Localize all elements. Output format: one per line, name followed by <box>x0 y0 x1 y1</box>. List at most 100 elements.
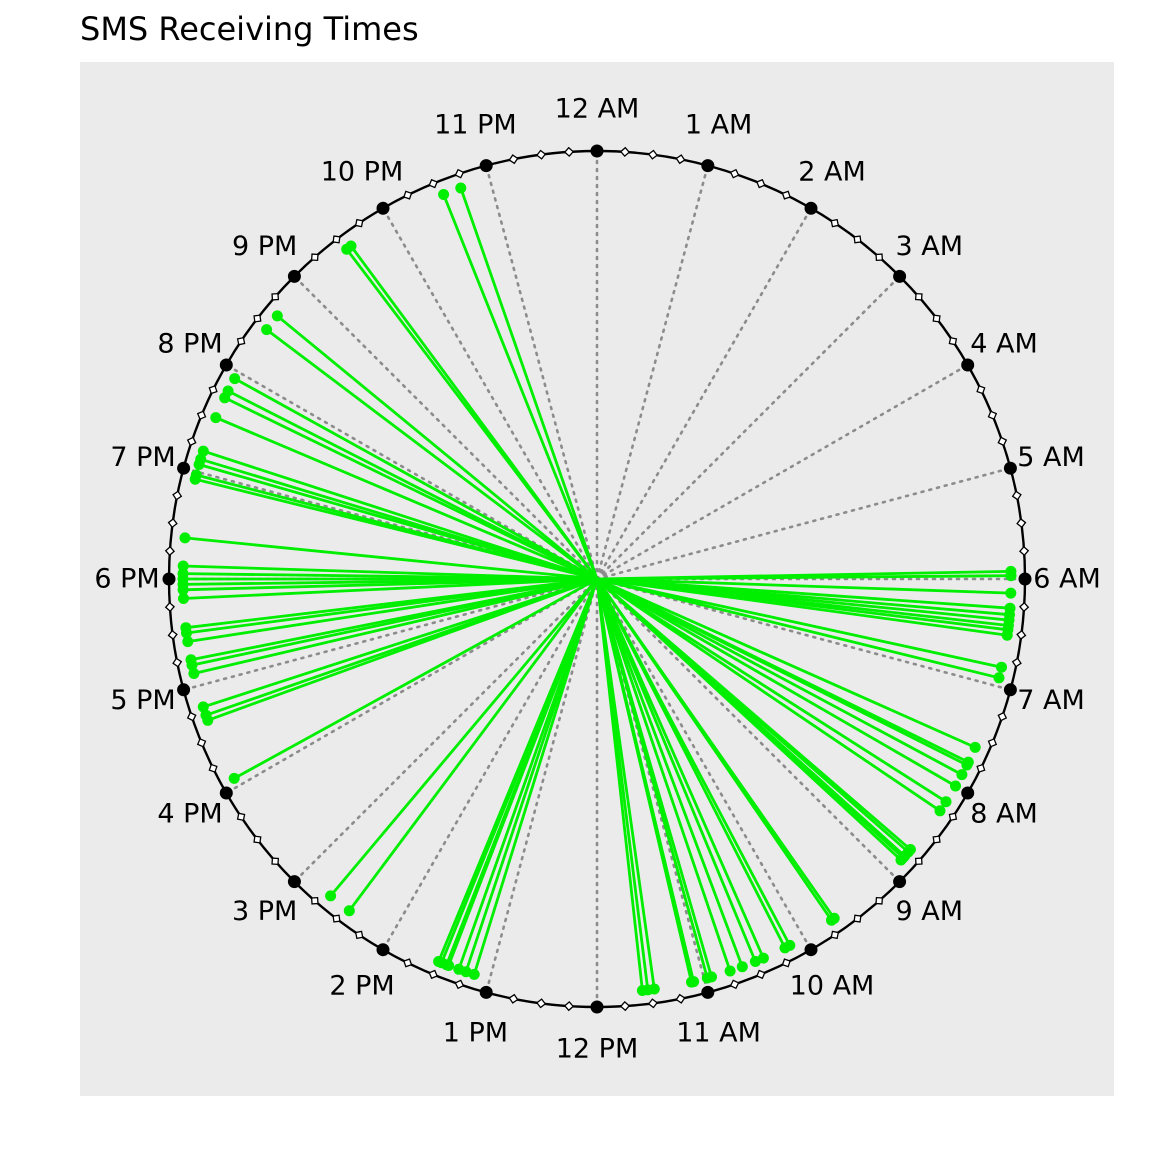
hour-label: 6 AM <box>1033 564 1101 595</box>
message-point <box>701 972 713 984</box>
minor-tick-marker <box>208 385 218 395</box>
hour-tick-marker <box>177 461 191 475</box>
minor-tick-marker <box>948 336 958 346</box>
hour-tick-marker <box>1003 461 1017 475</box>
minor-tick-marker <box>997 711 1008 722</box>
hour-tick-marker <box>893 269 907 283</box>
hour-label: 9 PM <box>232 231 297 262</box>
message-point <box>261 324 273 336</box>
hour-label: 1 PM <box>443 1018 508 1049</box>
minor-tick-marker <box>729 979 740 990</box>
message-line <box>215 416 598 581</box>
message-point <box>969 741 981 753</box>
hour-guide-line <box>595 275 901 581</box>
hour-guide-line <box>595 577 813 952</box>
minor-tick-marker <box>987 410 998 420</box>
minor-tick-marker <box>508 993 519 1004</box>
hour-label: 9 AM <box>896 896 964 927</box>
message-series <box>177 182 1017 996</box>
minor-tick-marker <box>196 410 207 420</box>
message-line <box>595 578 744 968</box>
minor-tick-marker <box>208 763 218 773</box>
message-line <box>596 577 957 788</box>
message-line <box>596 577 941 812</box>
hour-guide-line <box>595 207 813 581</box>
minor-tick-marker <box>1011 490 1022 501</box>
hour-guide-line <box>595 466 1012 581</box>
hour-tick-marker <box>376 201 390 215</box>
message-point <box>325 890 337 902</box>
hour-label: 5 AM <box>1017 442 1085 473</box>
message-line <box>190 577 598 662</box>
message-line <box>227 389 598 581</box>
hour-tick-marker <box>961 786 975 800</box>
hour-label: 10 AM <box>790 971 875 1002</box>
message-point <box>895 854 907 866</box>
hour-guide-line <box>595 164 710 581</box>
message-point <box>779 942 791 954</box>
minor-tick-marker <box>1016 629 1027 640</box>
minor-tick-marker <box>875 253 884 262</box>
message-line <box>472 578 599 975</box>
message-line <box>193 577 598 675</box>
hour-guide-line <box>293 577 599 883</box>
message-point <box>636 985 648 996</box>
minor-tick-marker <box>236 812 246 822</box>
minor-tick-marker <box>853 235 862 244</box>
message-point <box>271 310 283 322</box>
hour-label: 2 AM <box>798 157 866 188</box>
message-line <box>329 578 599 897</box>
hour-label: 11 PM <box>434 110 517 141</box>
message-line <box>596 577 963 776</box>
minor-tick-marker <box>675 993 686 1004</box>
hour-tick-marker <box>162 572 176 586</box>
message-line <box>596 577 1008 637</box>
minor-tick-marker <box>647 998 658 1009</box>
message-line <box>183 577 598 600</box>
minor-tick-marker <box>976 763 986 773</box>
minor-tick-marker <box>647 149 658 160</box>
message-point <box>197 445 209 457</box>
message-line <box>595 578 693 983</box>
minor-tick-marker <box>172 657 183 668</box>
message-line <box>595 578 765 959</box>
minor-tick-marker <box>167 518 178 529</box>
message-line <box>596 577 976 749</box>
minor-tick-marker <box>563 146 575 158</box>
message-point <box>200 709 212 721</box>
minor-tick-marker <box>781 190 791 200</box>
message-point <box>950 780 961 792</box>
hour-label: 1 AM <box>685 110 753 141</box>
hour-tick-marker <box>804 201 818 215</box>
message-line <box>457 578 599 970</box>
message-line <box>596 574 1012 581</box>
message-point <box>736 961 748 973</box>
hour-tick-marker <box>376 943 390 957</box>
message-point <box>197 701 209 713</box>
minor-tick-marker <box>619 1000 631 1012</box>
message-line <box>596 577 1000 680</box>
hour-tick-marker <box>701 159 715 173</box>
hour-tick-marker <box>219 358 233 372</box>
message-line <box>195 473 598 581</box>
message-point <box>345 240 357 252</box>
minor-tick-marker <box>830 218 840 228</box>
message-point <box>180 622 192 634</box>
hour-guide-line <box>595 363 970 581</box>
minor-tick-marker <box>997 436 1008 447</box>
hour-tick-marker <box>590 144 604 158</box>
hour-label: 4 PM <box>157 799 222 830</box>
message-line <box>595 578 644 991</box>
hour-label: 8 PM <box>157 329 222 360</box>
minor-tick-marker <box>853 914 862 923</box>
message-point <box>996 661 1007 673</box>
message-line <box>349 245 599 580</box>
message-point <box>1005 587 1017 599</box>
minor-tick-marker <box>354 930 364 940</box>
message-line <box>234 377 598 581</box>
message-line <box>459 187 599 580</box>
hour-tick-marker <box>804 943 818 957</box>
hour-tick-marker <box>479 985 493 999</box>
minor-tick-marker <box>830 930 840 940</box>
minor-tick-marker <box>756 178 766 189</box>
